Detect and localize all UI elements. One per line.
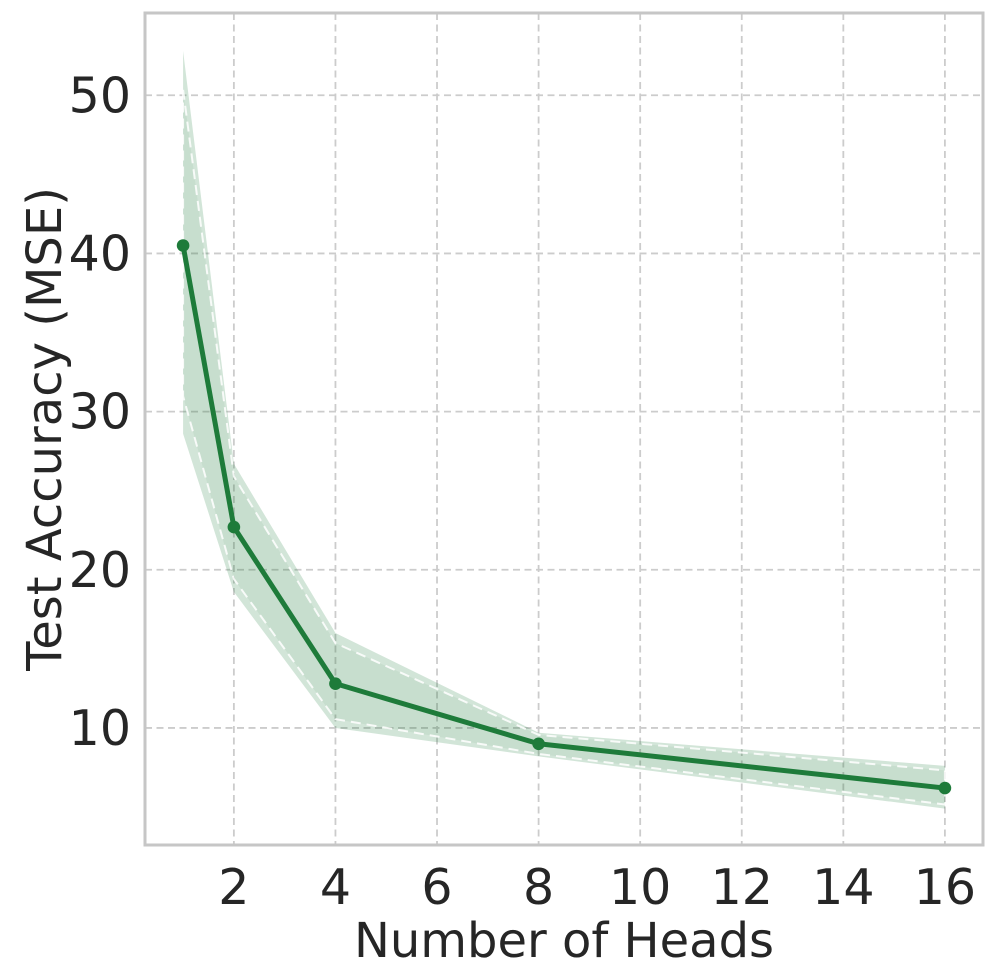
x-tick-label: 6: [421, 859, 452, 916]
x-tick-label: 8: [523, 859, 554, 916]
y-tick-label: 50: [69, 67, 131, 124]
x-tick-label: 4: [320, 859, 351, 916]
x-tick-label: 2: [218, 859, 249, 916]
y-axis-label: Test Accuracy (MSE): [17, 187, 73, 671]
confidence-band: [183, 50, 945, 809]
y-tick-label: 30: [69, 384, 131, 441]
plot-border: [143, 11, 985, 847]
confidence-band-inner-edge: [182, 89, 946, 806]
x-tick-label: 14: [812, 859, 874, 916]
x-axis-label: Number of Heads: [353, 913, 775, 969]
y-tick-label: 10: [69, 700, 131, 757]
y-tick-label: 20: [69, 542, 131, 599]
x-tick-label: 10: [609, 859, 671, 916]
data-point-marker: [329, 677, 342, 690]
data-point-marker: [176, 239, 190, 252]
y-tick-label: 40: [69, 225, 131, 282]
x-tick-label: 16: [914, 859, 976, 916]
data-point-marker: [532, 737, 545, 751]
data-point-marker: [227, 520, 241, 534]
mean-line: [180, 243, 948, 791]
data-point-marker: [938, 781, 952, 795]
x-tick-label: 12: [711, 859, 773, 916]
